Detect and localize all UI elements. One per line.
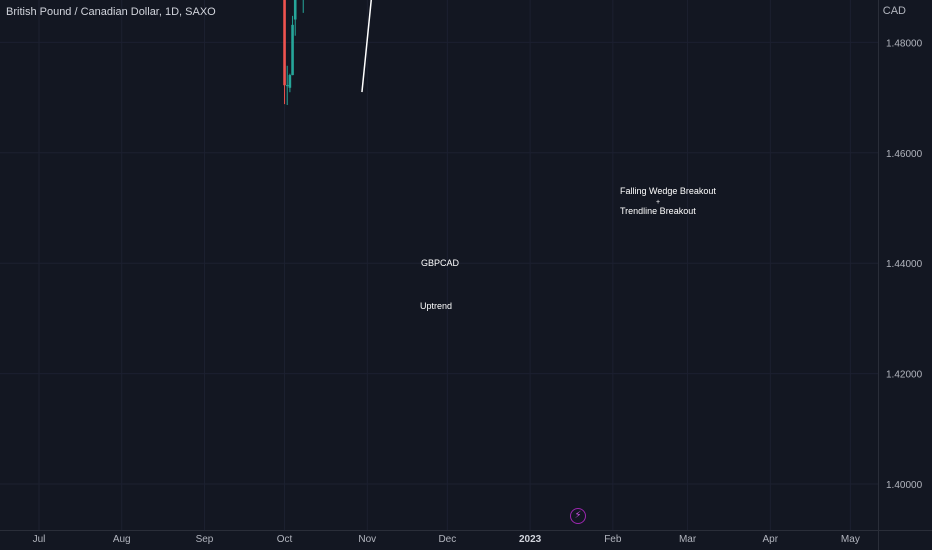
x-tick-label: Sep [196,534,214,545]
annotation-plus: + [656,199,660,206]
lightning-icon[interactable]: ⚡ [570,508,586,524]
annotation-uptrend: Uptrend [420,301,452,311]
candle-body [283,0,286,86]
annotations: GBPCAD Uptrend Falling Wedge Breakout + … [420,186,716,311]
currency-label[interactable]: CAD [882,5,906,17]
y-tick-label: 1.48000 [886,38,923,49]
x-tick-label: 2023 [519,534,542,545]
y-tick-label: 1.40000 [886,480,923,491]
x-tick-label: Feb [604,534,622,545]
x-tick-label: Jul [33,534,46,545]
y-tick-label: 1.46000 [886,149,923,160]
candle-body [291,24,294,76]
candles [283,0,304,105]
y-tick-label: 1.44000 [886,259,923,270]
candle-body [285,85,289,87]
annotation-trendline-breakout: Trendline Breakout [620,206,696,216]
candle-body [293,0,297,20]
symbol-title[interactable]: British Pound / Canadian Dollar, 1D, SAX… [6,6,216,18]
annotation-falling-wedge: Falling Wedge Breakout [620,186,716,196]
x-tick-label: Aug [113,534,131,545]
time-axis[interactable]: Jul Aug Sep Oct Nov Dec 2023 Feb Mar Apr May [33,534,860,545]
x-tick-label: Apr [763,534,779,545]
y-tick-label: 1.42000 [886,370,923,381]
x-tick-label: May [841,534,860,545]
x-tick-label: Mar [679,534,697,545]
annotation-pair: GBPCAD [421,258,460,268]
x-tick-label: Dec [438,534,456,545]
price-axis[interactable]: 1.48000 1.46000 1.44000 1.42000 1.40000 [886,38,923,491]
x-tick-label: Nov [358,534,376,545]
x-tick-label: Oct [277,534,293,545]
candle-body [288,75,292,88]
